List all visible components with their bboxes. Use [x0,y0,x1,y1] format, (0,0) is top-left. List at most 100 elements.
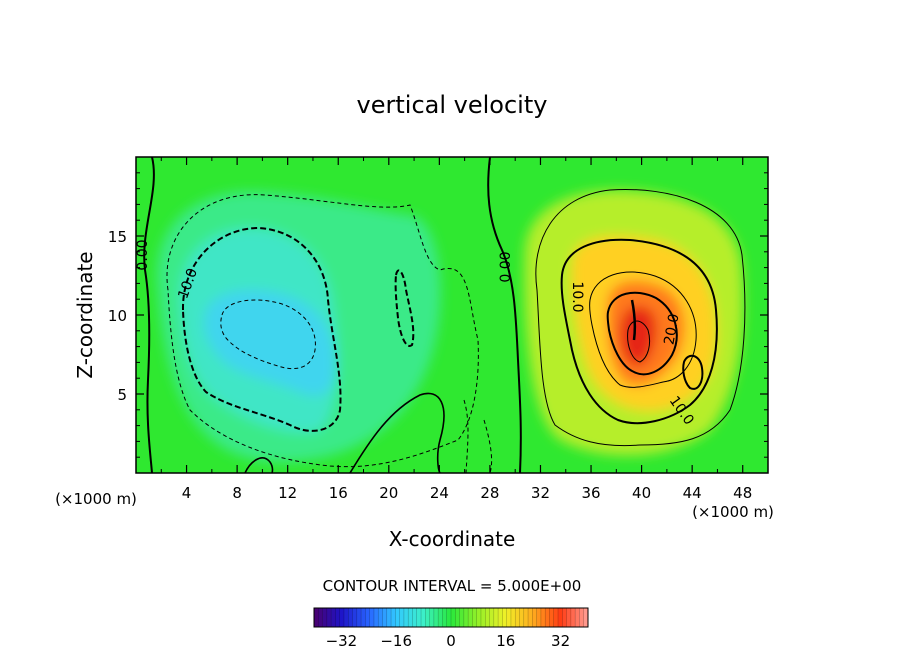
colorbar-swatch [318,608,323,627]
colorbar-swatch [540,608,546,627]
colorbar-swatch [331,608,336,627]
y-tick-label: 5 [117,386,127,404]
colorbar-swatch [391,608,396,627]
colorbar-swatch [566,608,572,627]
colorbar-swatch [408,608,413,627]
colorbar-swatch [536,608,542,627]
colorbar-swatch [562,608,567,627]
colorbar-swatch [493,608,499,627]
contour-pos20-small [682,354,704,390]
colorbar-swatch [361,608,366,627]
contour-pos10 [560,238,718,425]
colorbar-swatch [532,608,537,627]
x-axis: 4 8 12 16 20 24 28 32 36 40 44 48 [160,157,752,502]
x-tick-label: 48 [733,484,752,502]
contour-pos20 [606,291,678,376]
colorbar-swatch [558,608,563,627]
x-unit-left: (×1000 m) [55,490,137,508]
x-axis-label: X-coordinate [389,527,516,551]
colorbar-tick-label: −16 [380,632,412,650]
chart-title: vertical velocity [357,91,548,119]
colorbar-swatch [314,608,319,627]
contour-zero-center [487,157,522,473]
colorbar-swatch [545,608,550,627]
colorbar [313,607,589,628]
colorbar-frame [313,607,589,628]
colorbar-swatch [382,608,388,627]
contour-neg10 [181,226,342,432]
x-tick-label: 36 [581,484,600,502]
x-tick-label: 32 [531,484,550,502]
contour-neg5-outer [166,194,479,468]
contour-neg-lower-dashed [463,399,493,473]
colorbar-swatch [498,608,503,627]
colorbar-swatch [425,608,430,627]
colorbar-swatch [523,608,529,627]
colorbar-swatch [326,608,332,627]
colorbar-swatch [455,608,460,627]
colorbar-tick-label: −32 [326,632,358,650]
y-axis-label: Z-coordinate [73,251,97,378]
colorbar-swatch [386,608,392,627]
colorbar-swatch [395,608,400,627]
colorbar-swatch [451,608,456,627]
colorbar-swatch [528,608,533,627]
x-tick-label: 12 [278,484,297,502]
colorbar-swatch [433,608,439,627]
colorbar-swatch [553,608,559,627]
colorbar-swatch [322,608,328,627]
colorbar-swatch [506,608,512,627]
contour-interval-text: CONTOUR INTERVAL = 5.000E+00 [323,577,582,595]
contour-neg10-small [394,269,415,347]
contour-pos35 [630,299,637,341]
colorbar-swatch [348,608,353,627]
y-tick-label: 10 [108,307,127,325]
colorbar-tick-label: 16 [496,632,515,650]
colorbar-swatch [502,608,507,627]
colorbar-swatch [403,608,409,627]
contour-label-pos20: 20.0 [661,313,682,346]
colorbar-swatch [579,608,585,627]
x-tick-label: 16 [329,484,348,502]
contour-pos30 [627,320,651,363]
colorbar-swatch [570,608,576,627]
y-axis: 5 10 15 [108,172,768,458]
colorbar-swatch [335,608,340,627]
x-tick-label: 4 [182,484,192,502]
colorbar-swatch [519,608,525,627]
colorbar-swatch [356,608,362,627]
colorbar-swatch [438,608,443,627]
contour-zero-small [244,457,274,473]
colorbar-swatch [442,608,448,627]
x-unit-right: (×1000 m) [692,503,774,521]
colorbar-swatch [412,608,418,627]
colorbar-swatch [583,608,589,627]
plot-area: 0.00 0.00 10.0 10.0 20.0 10.0 [135,157,768,473]
colorbar-swatch [463,608,469,627]
colorbar-swatch [472,608,477,627]
contour-zero-lower [349,392,445,473]
colorbar-swatch [429,608,435,627]
colorbar-swatch [515,608,520,627]
contour-pos15 [589,271,697,388]
colorbar-swatch [378,608,383,627]
colorbar-swatch [369,608,375,627]
colorbar-swatch [343,608,349,627]
colorbar-swatch [468,608,473,627]
x-tick-label: 8 [232,484,242,502]
colorbar-tick-label: 32 [551,632,570,650]
colorbar-swatch [485,608,490,627]
x-tick-label: 24 [430,484,449,502]
contour-pos5 [535,188,746,447]
colorbar-tick-label: 0 [446,632,456,650]
contour-label-zero-left: 0.00 [135,239,151,270]
colorbar-ticks: −32 −16 0 16 32 [326,632,571,650]
colorbar-swatch [373,608,379,627]
colorbar-swatch [446,608,452,627]
downdraft-core-region [204,290,337,396]
x-tick-label: 44 [683,484,702,502]
contour-label-pos10-left: 10.0 [569,281,585,312]
colorbar-swatch [549,608,555,627]
contour-label-zero-center: 0.00 [498,251,514,282]
